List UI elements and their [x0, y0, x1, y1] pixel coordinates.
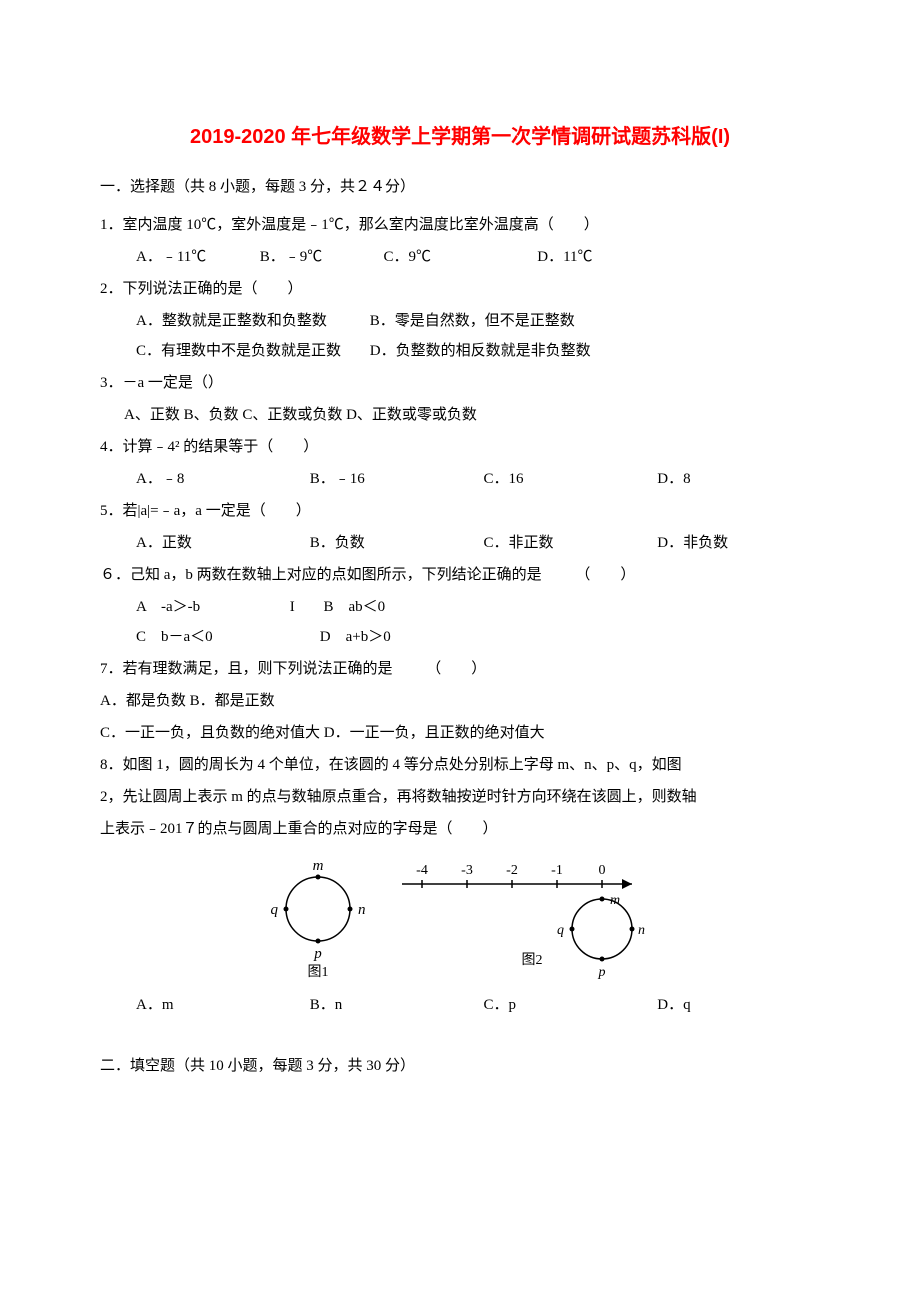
spacer: [100, 1020, 820, 1044]
q4-opt-a: A．﹣8: [136, 464, 306, 494]
figure-1-circle: m n p q 图1: [248, 854, 388, 984]
q5-opt-c: C．非正数: [484, 528, 654, 558]
q6-mid-text: I: [290, 592, 320, 622]
q4-options: A．﹣8 B．﹣16 C．16 D．8: [100, 464, 820, 494]
q6-options-line1: A -a＞-b I B ab＜0: [100, 592, 820, 622]
q7-opt-c: C．一正一负，且负数的绝对值大: [100, 725, 320, 741]
q6-opt-c: C b－a＜0: [136, 622, 316, 652]
q5-options: A．正数 B．负数 C．非正数 D．非负数: [100, 528, 820, 558]
q7-options-line2: C．一正一负，且负数的绝对值大 D．一正一负，且正数的绝对值大: [100, 718, 820, 748]
q5-opt-b: B．负数: [310, 528, 480, 558]
q8-opt-d: D．q: [657, 990, 690, 1020]
axis-tick--4: -4: [416, 863, 428, 878]
q7-opt-a: A．都是负数: [100, 693, 186, 709]
q2-options-line1: A．整数就是正整数和负整数 B．零是自然数，但不是正整数: [100, 306, 820, 336]
q4-opt-d: D．8: [657, 464, 690, 494]
q1-opt-a: A．﹣11℃: [136, 242, 256, 272]
section-2-heading: 二．填空题（共 10 小题，每题 3 分，共 30 分）: [100, 1052, 820, 1081]
q6-stem: ６．己知 a，b 两数在数轴上对应的点如图所示，下列结论正确的是 （ ）: [100, 560, 820, 590]
q5-stem: 5．若|a|=﹣a，a 一定是（ ）: [100, 496, 820, 526]
q3-options: A、正数 B、负数 C、正数或负数 D、正数或零或负数: [100, 400, 820, 430]
axis-tick--1: -1: [551, 863, 563, 878]
q4-opt-c: C．16: [484, 464, 654, 494]
q1-options: A．﹣11℃ B．﹣9℃ C．9℃ D．11℃: [100, 242, 820, 272]
section-1-heading: 一．选择题（共 8 小题，每题 3 分，共２４分）: [100, 173, 820, 202]
q2-options-line2: C．有理数中不是负数就是正数 D．负整数的相反数就是非负整数: [100, 336, 820, 366]
q1-opt-b: B．﹣9℃: [260, 242, 380, 272]
fig1-label-m: m: [313, 858, 324, 874]
q7-opt-d: D．一正一负，且正数的绝对值大: [324, 725, 545, 741]
q4-stem: 4．计算﹣4² 的结果等于（ ）: [100, 432, 820, 462]
fig1-label-p: p: [313, 946, 322, 962]
axis-tick--3: -3: [461, 863, 473, 878]
q6-opt-d: D a+b＞0: [320, 622, 391, 652]
q6-options-line2: C b－a＜0 D a+b＞0: [100, 622, 820, 652]
q6-opt-a: A -a＞-b: [136, 592, 286, 622]
q2-opt-b: B．零是自然数，但不是正整数: [370, 306, 575, 336]
q2-opt-d: D．负整数的相反数就是非负整数: [370, 336, 591, 366]
page: 2019-2020 年七年级数学上学期第一次学情调研试题苏科版(I) 一．选择题…: [0, 0, 920, 1302]
q2-opt-a: A．整数就是正整数和负整数: [136, 306, 366, 336]
axis-tick-0: 0: [599, 863, 606, 878]
q8-line3: 上表示﹣201７的点与圆周上重合的点对应的字母是（ ）: [100, 814, 820, 844]
q8-options: A．m B．n C．p D．q: [100, 990, 820, 1020]
q8-line1: 8．如图 1，圆的周长为 4 个单位，在该圆的 4 等分点处分别标上字母 m、n…: [100, 750, 820, 780]
axis-tick--2: -2: [506, 863, 518, 878]
q2-opt-c: C．有理数中不是负数就是正数: [136, 336, 366, 366]
q4-opt-b: B．﹣16: [310, 464, 480, 494]
q6-opt-b: B ab＜0: [324, 592, 386, 622]
q1-opt-d: D．11℃: [537, 242, 592, 272]
q8-figures: m n p q 图1 -4 -3 -2 -1 0: [100, 854, 820, 984]
fig2-caption: 图2: [522, 953, 543, 968]
q8-opt-b: B．n: [310, 990, 480, 1020]
q7-stem: 7．若有理数满足，且，则下列说法正确的是 （ ）: [100, 654, 820, 684]
q3-stem: 3．－a 一定是（）: [100, 368, 820, 398]
fig2-label-n: n: [638, 923, 645, 938]
fig1-label-q: q: [271, 902, 279, 918]
figure-2-axis-circle: -4 -3 -2 -1 0 m n p q 图2: [392, 854, 672, 984]
q8-opt-c: C．p: [484, 990, 654, 1020]
q2-stem: 2．下列说法正确的是（ ）: [100, 274, 820, 304]
q7-opt-b: B．都是正数: [190, 693, 275, 709]
fig2-label-m: m: [610, 893, 620, 908]
q5-opt-d: D．非负数: [657, 528, 728, 558]
q8-line2: 2，先让圆周上表示 m 的点与数轴原点重合，再将数轴按逆时针方向环绕在该圆上，则…: [100, 782, 820, 812]
q5-opt-a: A．正数: [136, 528, 306, 558]
fig2-label-p: p: [598, 965, 606, 980]
exam-title: 2019-2020 年七年级数学上学期第一次学情调研试题苏科版(I): [100, 120, 820, 149]
fig1-caption: 图1: [308, 965, 329, 980]
fig2-label-q: q: [557, 923, 564, 938]
q8-opt-a: A．m: [136, 990, 306, 1020]
q7-options-line1: A．都是负数 B．都是正数: [100, 686, 820, 716]
q1-stem: 1．室内温度 10℃，室外温度是﹣1℃，那么室内温度比室外温度高（ ）: [100, 210, 820, 240]
fig1-label-n: n: [358, 902, 366, 918]
q1-opt-c: C．9℃: [384, 242, 534, 272]
